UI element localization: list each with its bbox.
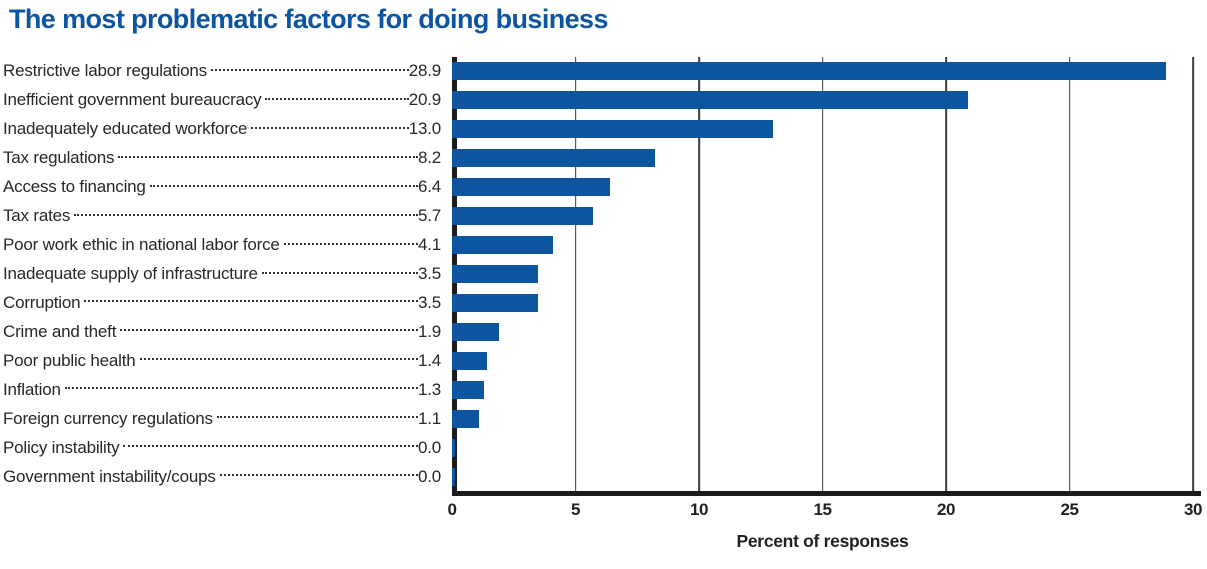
x-tick-label: 20 bbox=[937, 500, 955, 519]
category-label: Poor public health bbox=[3, 350, 136, 370]
category-value: 1.4 bbox=[417, 350, 441, 370]
category-row: Foreign currency regulations 1.1 bbox=[3, 404, 441, 433]
dot-leader bbox=[118, 155, 418, 158]
gridline bbox=[1192, 57, 1194, 491]
x-tick-label: 30 bbox=[1184, 500, 1202, 519]
bar bbox=[452, 91, 969, 110]
bar bbox=[452, 380, 485, 399]
category-value: 8.2 bbox=[417, 148, 441, 168]
category-label: Inadequate supply of infrastructure bbox=[3, 264, 258, 284]
category-label: Poor work ethic in national labor force bbox=[3, 235, 280, 255]
category-label: Government instability/coups bbox=[3, 466, 216, 486]
category-value: 1.9 bbox=[417, 321, 441, 341]
bar bbox=[452, 438, 455, 457]
dot-leader bbox=[216, 416, 418, 419]
bar bbox=[452, 120, 774, 139]
bar bbox=[452, 351, 487, 370]
dot-leader bbox=[210, 68, 409, 71]
gridline bbox=[698, 57, 700, 491]
x-tick-label: 0 bbox=[447, 500, 457, 519]
gridline bbox=[945, 57, 947, 491]
category-row: Restrictive labor regulations 28.9 bbox=[3, 57, 441, 86]
bar bbox=[452, 178, 611, 197]
dot-leader bbox=[219, 474, 418, 477]
category-value: 1.1 bbox=[417, 408, 441, 428]
category-value: 5.7 bbox=[417, 206, 441, 226]
category-row: Crime and theft 1.9 bbox=[3, 317, 441, 346]
plot-area bbox=[452, 57, 1201, 496]
category-value: 1.3 bbox=[417, 379, 441, 399]
category-label: Policy instability bbox=[3, 437, 120, 457]
dot-leader bbox=[283, 242, 418, 245]
bar bbox=[452, 207, 593, 226]
category-value: 0.0 bbox=[417, 466, 441, 486]
category-label: Inefficient government bureaucracy bbox=[3, 90, 262, 110]
category-value: 4.1 bbox=[417, 235, 441, 255]
category-row: Inadequate supply of infrastructure 3.5 bbox=[3, 260, 441, 289]
bar bbox=[452, 149, 655, 168]
bar bbox=[452, 62, 1166, 81]
bar bbox=[452, 467, 455, 486]
bar bbox=[452, 293, 539, 312]
x-tick-label: 25 bbox=[1060, 500, 1079, 519]
dot-leader bbox=[74, 213, 418, 216]
dot-leader bbox=[261, 271, 418, 274]
category-value: 20.9 bbox=[408, 90, 441, 110]
dot-leader bbox=[123, 445, 418, 448]
bar bbox=[452, 265, 539, 283]
bar bbox=[452, 322, 499, 341]
category-value: 3.5 bbox=[417, 292, 441, 312]
category-row: Inflation 1.3 bbox=[3, 375, 441, 404]
x-tick-label: 10 bbox=[690, 500, 708, 519]
category-label: Access to financing bbox=[3, 177, 146, 197]
chart-title: The most problematic factors for doing b… bbox=[9, 4, 609, 34]
x-axis-label: Percent of responses bbox=[736, 531, 909, 551]
category-row: Inadequately educated workforce 13.0 bbox=[3, 115, 441, 144]
x-axis-ticks: 0 5 10 15 20 25 30 bbox=[448, 500, 1203, 522]
x-tick-label: 15 bbox=[813, 500, 832, 519]
dot-leader bbox=[139, 358, 418, 361]
category-row: Poor public health 1.4 bbox=[3, 346, 441, 375]
gridline bbox=[574, 57, 577, 491]
category-label: Inadequately educated workforce bbox=[3, 119, 248, 139]
category-label: Tax rates bbox=[3, 206, 71, 226]
category-row: Inefficient government bureaucracy 20.9 bbox=[3, 86, 441, 115]
x-tick-label: 5 bbox=[571, 500, 580, 519]
dot-leader bbox=[149, 184, 418, 187]
bar bbox=[452, 409, 480, 428]
category-row: Government instability/coups 0.0 bbox=[3, 462, 441, 491]
dot-leader bbox=[84, 300, 418, 303]
x-axis-line bbox=[452, 491, 1201, 496]
category-value: 0.0 bbox=[417, 437, 441, 457]
bar bbox=[452, 236, 554, 255]
category-value: 28.9 bbox=[408, 61, 441, 81]
dot-leader bbox=[265, 97, 409, 100]
category-value: 6.4 bbox=[417, 177, 441, 197]
dot-leader bbox=[64, 387, 418, 390]
category-row: Corruption 3.5 bbox=[3, 289, 441, 318]
category-row: Policy instability 0.0 bbox=[3, 433, 441, 462]
dot-leader bbox=[251, 126, 409, 129]
gridline bbox=[1068, 57, 1071, 491]
gridline bbox=[821, 57, 824, 491]
category-labels-column: Restrictive labor regulations 28.9 Ineffic… bbox=[3, 57, 441, 491]
category-row: Poor work ethic in national labor force 4… bbox=[3, 231, 441, 260]
category-label: Crime and theft bbox=[3, 321, 117, 341]
category-label: Corruption bbox=[3, 292, 81, 312]
category-label: Tax regulations bbox=[3, 148, 115, 168]
category-row: Tax regulations 8.2 bbox=[3, 144, 441, 173]
category-label: Inflation bbox=[3, 379, 61, 399]
category-value: 13.0 bbox=[408, 119, 441, 139]
category-row: Access to financing 6.4 bbox=[3, 173, 441, 202]
dot-leader bbox=[120, 329, 418, 332]
category-value: 3.5 bbox=[417, 264, 441, 284]
category-row: Tax rates 5.7 bbox=[3, 202, 441, 231]
category-label: Foreign currency regulations bbox=[3, 408, 213, 428]
category-label: Restrictive labor regulations bbox=[3, 61, 207, 81]
